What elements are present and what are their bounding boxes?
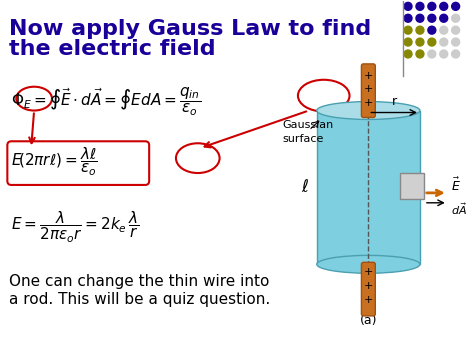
- Circle shape: [428, 50, 436, 58]
- Text: the electric field: the electric field: [9, 39, 216, 59]
- Text: Gaussian
surface: Gaussian surface: [282, 120, 333, 144]
- Circle shape: [404, 14, 412, 22]
- Text: One can change the thin wire into: One can change the thin wire into: [9, 274, 270, 289]
- Circle shape: [440, 38, 448, 46]
- Circle shape: [440, 2, 448, 10]
- Text: $\Phi_E = \oint \vec{E} \cdot d\vec{A} = \oint EdA = \dfrac{q_{in}}{\varepsilon_: $\Phi_E = \oint \vec{E} \cdot d\vec{A} =…: [11, 86, 201, 118]
- Text: +: +: [364, 71, 373, 81]
- Circle shape: [428, 38, 436, 46]
- Circle shape: [452, 14, 460, 22]
- Circle shape: [440, 26, 448, 34]
- Circle shape: [428, 14, 436, 22]
- Circle shape: [452, 26, 460, 34]
- Circle shape: [428, 26, 436, 34]
- Text: Now apply Gauss Law to find: Now apply Gauss Law to find: [9, 19, 372, 39]
- Text: $E\!\left(2\pi r\ell\right) = \dfrac{\lambda\ell}{\varepsilon_o}$: $E\!\left(2\pi r\ell\right) = \dfrac{\la…: [11, 145, 98, 178]
- Circle shape: [452, 50, 460, 58]
- Circle shape: [416, 26, 424, 34]
- Text: +: +: [364, 98, 373, 108]
- Ellipse shape: [317, 102, 420, 120]
- FancyBboxPatch shape: [361, 262, 375, 316]
- FancyBboxPatch shape: [317, 110, 420, 264]
- Circle shape: [452, 2, 460, 10]
- Circle shape: [404, 2, 412, 10]
- Text: $d\vec{A}$: $d\vec{A}$: [451, 201, 466, 217]
- Text: +: +: [364, 84, 373, 94]
- Text: $E = \dfrac{\lambda}{2\pi\varepsilon_o r} = 2k_e\,\dfrac{\lambda}{r}$: $E = \dfrac{\lambda}{2\pi\varepsilon_o r…: [11, 210, 140, 245]
- Ellipse shape: [317, 255, 420, 273]
- Circle shape: [440, 14, 448, 22]
- Text: $\ell$: $\ell$: [301, 178, 309, 196]
- Circle shape: [416, 50, 424, 58]
- Circle shape: [452, 38, 460, 46]
- FancyBboxPatch shape: [361, 64, 375, 118]
- Circle shape: [404, 38, 412, 46]
- Circle shape: [440, 50, 448, 58]
- Text: $\vec{E}$: $\vec{E}$: [451, 176, 461, 193]
- FancyBboxPatch shape: [400, 173, 424, 199]
- Circle shape: [404, 26, 412, 34]
- Text: r: r: [392, 94, 397, 108]
- Circle shape: [404, 50, 412, 58]
- Text: +: +: [364, 295, 373, 305]
- Text: +: +: [364, 267, 373, 277]
- Circle shape: [416, 38, 424, 46]
- Circle shape: [416, 14, 424, 22]
- Text: a rod. This will be a quiz question.: a rod. This will be a quiz question.: [9, 292, 271, 307]
- Circle shape: [428, 2, 436, 10]
- Circle shape: [416, 2, 424, 10]
- Text: (a): (a): [360, 314, 377, 327]
- Text: +: +: [364, 281, 373, 291]
